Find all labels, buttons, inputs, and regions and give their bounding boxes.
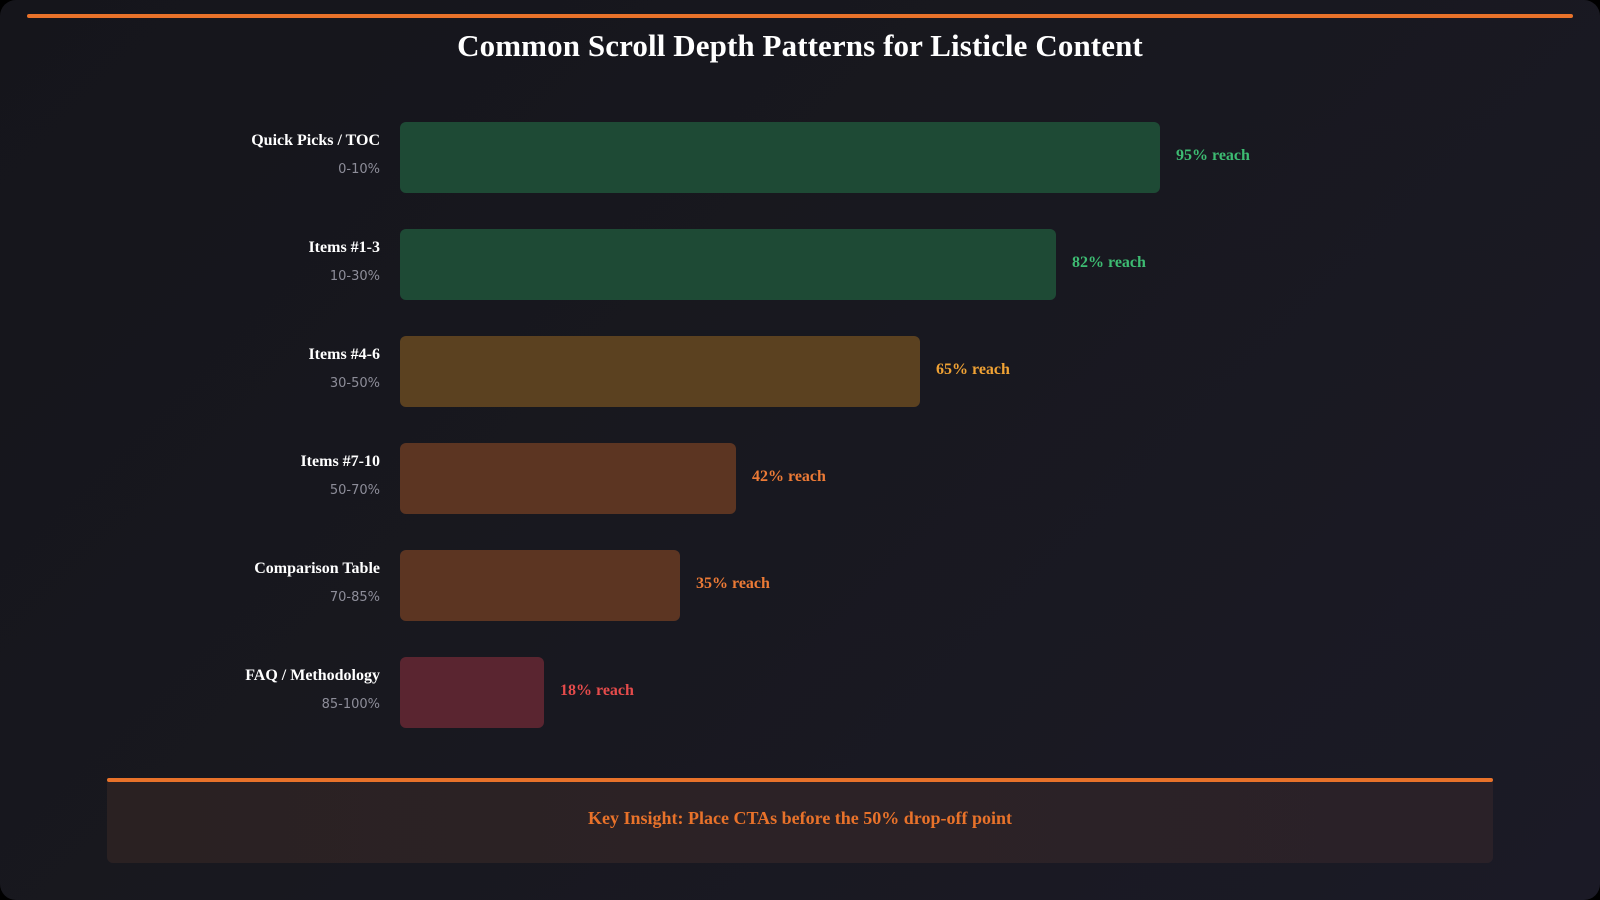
reach-value-label: 82% reach [1072,254,1146,271]
bar [400,443,736,514]
reach-value-label: 35% reach [696,575,770,592]
reach-value-label: 95% reach [1176,147,1250,164]
category-label: Items #1-3 [308,239,380,256]
bar [400,550,680,621]
bar-row: FAQ / Methodology 85-100% 18% reach [0,657,1600,728]
reach-value-label: 65% reach [936,361,1010,378]
bar-row: Items #1-3 10-30% 82% reach [0,229,1600,300]
category-label: Comparison Table [254,560,380,577]
category-range: 30-50% [329,376,380,391]
category-range: 10-30% [329,269,380,284]
bar [400,336,920,407]
bar-row: Comparison Table 70-85% 35% reach [0,550,1600,621]
category-label: Quick Picks / TOC [251,132,380,149]
category-label: FAQ / Methodology [245,667,380,684]
bar-row: Quick Picks / TOC 0-10% 95% reach [0,122,1600,193]
bar-row: Items #7-10 50-70% 42% reach [0,443,1600,514]
top-accent-rule [27,14,1573,18]
category-range: 70-85% [329,590,380,605]
bar [400,229,1056,300]
category-range: 0-10% [338,162,380,177]
bar-row: Items #4-6 30-50% 65% reach [0,336,1600,407]
category-range: 85-100% [321,697,380,712]
category-label: Items #7-10 [300,453,380,470]
insight-accent-rule [107,778,1493,782]
category-label: Items #4-6 [308,346,380,363]
reach-value-label: 42% reach [752,468,826,485]
key-insight-text: Key Insight: Place CTAs before the 50% d… [588,808,1012,828]
key-insight-panel: Key Insight: Place CTAs before the 50% d… [107,778,1493,863]
reach-value-label: 18% reach [560,682,634,699]
bar [400,657,544,728]
chart-title: Common Scroll Depth Patterns for Listicl… [457,28,1143,63]
category-range: 50-70% [329,483,380,498]
bar [400,122,1160,193]
